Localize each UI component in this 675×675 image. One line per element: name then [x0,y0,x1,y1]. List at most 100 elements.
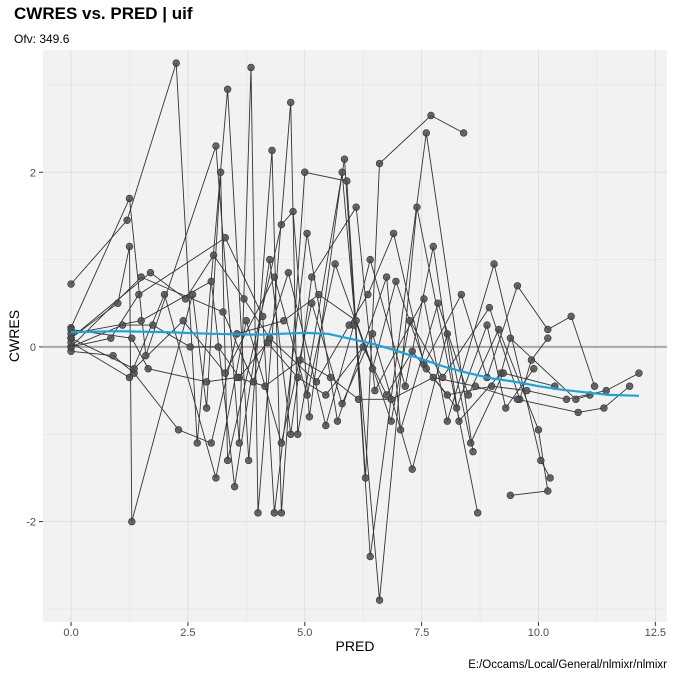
data-point [530,365,538,373]
data-point [408,347,416,355]
x-tick-label: 10.0 [528,627,549,639]
data-point [289,207,297,216]
data-point [466,439,475,447]
data-point [485,303,494,312]
data-point [387,395,395,404]
data-point [602,386,610,395]
data-point [305,413,314,421]
data-point [368,365,377,373]
data-point [368,330,377,338]
data-point [118,321,127,329]
data-point [312,378,321,386]
data-point [600,404,608,412]
data-point [315,290,323,299]
data-point [128,517,136,526]
data-point [366,552,374,561]
subject-line [70,293,549,444]
data-point [427,111,435,120]
data-point [254,509,262,517]
data-point [429,373,437,382]
smooth-line [70,330,640,397]
data-point [513,282,522,290]
data-point [333,417,342,425]
data-point [506,491,515,500]
data-point [209,251,218,259]
data-point [483,321,491,329]
data-point [223,456,232,465]
subject-line [70,62,464,513]
data-point [123,216,131,224]
data-point [352,203,360,211]
y-tick-label: -2 [26,517,36,529]
data-point [181,295,190,303]
data-point [174,426,183,434]
data-point [422,365,430,373]
x-tick-label: 12.5 [645,627,666,639]
data-point [359,343,367,351]
data-point [202,378,211,386]
data-point [495,325,503,334]
data-point [420,295,428,303]
data-point [137,317,145,325]
data-point [125,373,134,382]
subject-line [70,324,640,400]
data-point [125,194,134,203]
caption: E:/Occams/Local/General/nlmixr/nlmixr [468,659,667,671]
data-point [146,268,155,277]
subject-line [70,293,555,479]
data-point [375,159,384,168]
data-point [443,330,452,338]
data-point [429,242,437,251]
data-point [438,373,447,382]
data-point [338,168,346,176]
data-point [392,277,400,286]
data-point [219,308,227,316]
subject-line [70,329,630,413]
data-point [233,373,241,382]
data-point [109,351,117,360]
data-point [457,290,466,299]
data-point [216,168,225,176]
data-point [265,334,274,342]
data-point [186,343,194,351]
data-point [258,312,267,321]
data-point [179,317,187,325]
data-point [270,509,279,517]
data-point [67,280,75,288]
data-point [135,290,143,299]
data-point [455,417,463,425]
data-point [128,334,136,342]
data-point [364,290,372,299]
data-point [361,474,370,482]
y-tick-label: 2 [30,167,36,179]
data-point [490,260,498,268]
data-point [422,129,430,137]
data-point [546,474,554,482]
data-point [160,290,169,299]
x-axis-ticks: 0.0 2.5 5.0 7.5 10.0 12.5 [63,622,666,639]
data-point [534,426,543,434]
data-point [452,404,461,412]
x-tick-label: 2.5 [180,627,195,639]
data-point [473,509,482,517]
data-point [322,421,330,430]
data-point [172,59,180,67]
data-point [338,399,346,408]
data-point [434,299,442,307]
data-point [499,369,508,377]
data-point [247,63,255,72]
data-point [303,229,311,238]
data-point [294,430,302,438]
data-point [308,299,316,307]
data-point [574,408,582,417]
data-point [413,203,421,211]
data-point [212,474,220,482]
data-point [130,365,138,373]
data-point [144,365,152,373]
data-point [137,273,145,281]
chart-title: CWRES vs. PRED | uif [14,4,193,23]
data-point [322,391,330,399]
data-point [221,369,229,377]
data-point [230,482,239,491]
